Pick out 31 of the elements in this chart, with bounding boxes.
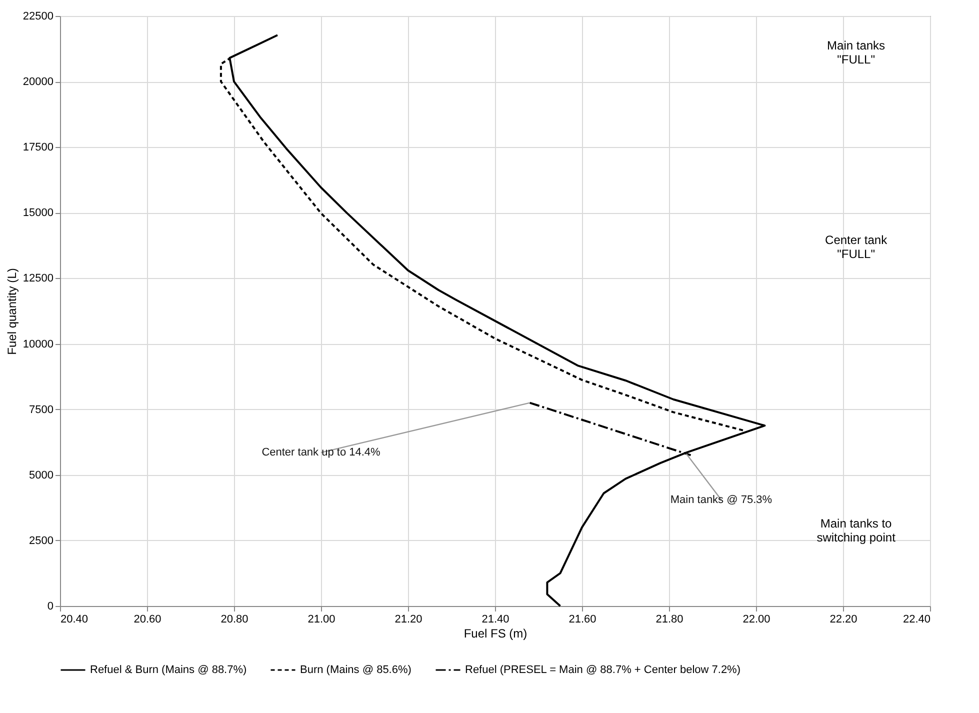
x-tick-label: 20.60 <box>134 614 162 626</box>
x-tick-label: 21.40 <box>482 614 510 626</box>
y-tick-label: 0 <box>47 600 54 612</box>
x-tick-label: 21.20 <box>394 614 422 626</box>
x-tick-label: 20.80 <box>220 614 248 626</box>
annotation: Main tanks @ 75.3% <box>670 494 772 506</box>
legend-label: Burn (Mains @ 85.6%) <box>300 664 412 676</box>
annotation: Center tank "FULL" <box>825 233 888 262</box>
y-tick-label: 17500 <box>22 142 54 154</box>
y-tick-label: 15000 <box>22 207 54 220</box>
x-tick-label: 21.60 <box>568 614 596 626</box>
y-tick-label: 2500 <box>29 534 54 547</box>
y-axis-title: Fuel quantity (L) <box>4 268 19 355</box>
y-tick-label: 10000 <box>22 338 54 350</box>
x-tick-label: 20.40 <box>60 614 88 626</box>
x-axis-title: Fuel FS (m) <box>464 626 528 640</box>
y-tick-label: 22500 <box>22 10 54 22</box>
x-tick-label: 21.80 <box>656 614 684 626</box>
annotation: Main tanks "FULL" <box>827 38 886 66</box>
y-tick-label: 12500 <box>22 272 54 285</box>
y-tick-label: 7500 <box>29 404 54 416</box>
y-tick-label: 5000 <box>29 469 54 482</box>
legend-label: Refuel & Burn (Mains @ 88.7%) <box>90 664 247 676</box>
x-tick-label: 22.00 <box>742 614 770 626</box>
x-tick-label: 22.20 <box>830 614 858 626</box>
annotation: Main tanks to switching point <box>816 516 896 544</box>
x-tick-label: 22.40 <box>902 614 930 626</box>
x-tick-label: 21.00 <box>308 614 336 626</box>
y-tick-label: 20000 <box>22 76 54 88</box>
legend-label: Refuel (PRESEL = Main @ 88.7% + Center below 7.2%) <box>465 664 741 676</box>
annotation: Center tank up to 14.4% <box>262 446 381 459</box>
